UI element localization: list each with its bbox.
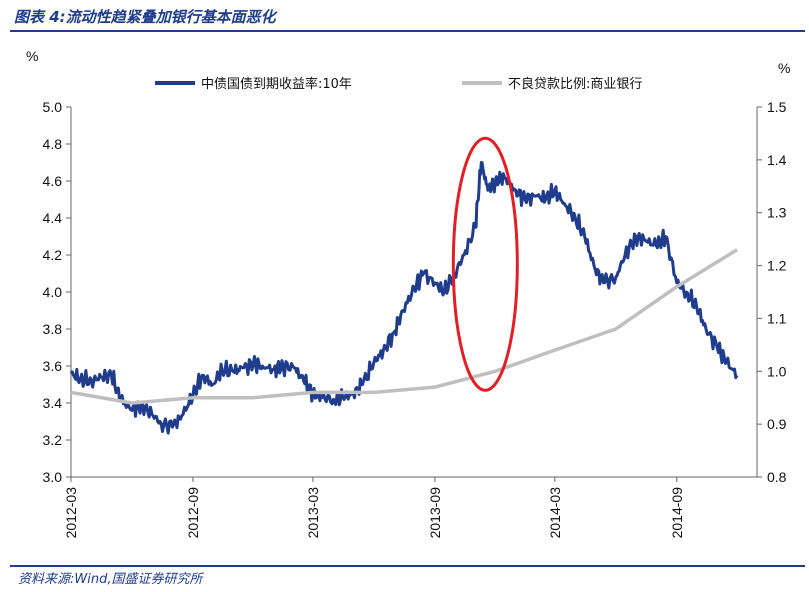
left-tick-label: 5.0 bbox=[43, 99, 63, 115]
left-tick-label: 4.4 bbox=[43, 210, 63, 226]
source-rule bbox=[10, 565, 805, 567]
right-tick-label: 0.8 bbox=[767, 469, 787, 485]
left-tick-label: 3.0 bbox=[43, 469, 63, 485]
left-tick-label: 4.0 bbox=[43, 284, 63, 300]
figure-title: 图表 4:流动性趋紧叠加银行基本面恶化 bbox=[14, 8, 276, 26]
left-tick-label: 4.6 bbox=[43, 173, 63, 189]
axes bbox=[66, 106, 762, 482]
npl-ratio-line bbox=[70, 248, 739, 405]
right-tick-label: 0.9 bbox=[767, 416, 787, 432]
x-tick-label: 2012-03 bbox=[63, 487, 79, 539]
right-tick-label: 1.4 bbox=[767, 152, 787, 168]
right-tick-label: 1.5 bbox=[767, 99, 787, 115]
x-tick-label: 2012-09 bbox=[185, 487, 201, 539]
yield-line bbox=[69, 161, 739, 435]
right-tick-label: 1.3 bbox=[767, 205, 787, 221]
left-tick-label: 3.6 bbox=[43, 358, 63, 374]
legend-label-npl: 不良贷款比例:商业银行 bbox=[508, 76, 642, 92]
annotations bbox=[451, 136, 519, 392]
x-tick-label: 2013-09 bbox=[427, 487, 443, 539]
highlight-ellipse bbox=[451, 136, 519, 392]
source-note: 资料来源:Wind,国盛证券研究所 bbox=[18, 572, 203, 587]
left-tick-label: 4.2 bbox=[43, 247, 63, 263]
right-axis-unit: % bbox=[778, 60, 790, 76]
legend-label-yield: 中债国债到期收益率:10年 bbox=[201, 76, 352, 92]
left-tick-label: 3.2 bbox=[43, 432, 63, 448]
x-tick-label: 2014-09 bbox=[669, 487, 685, 539]
left-axis-unit: % bbox=[26, 48, 38, 64]
right-tick-label: 1.2 bbox=[767, 258, 787, 274]
tick-labels: %% 5.0 4.8 4.6 4.4 4.2 4.0 3.8 3.6 3.4 3.2 3.0 1.5 1.… bbox=[26, 48, 790, 538]
left-tick-label: 4.8 bbox=[43, 136, 63, 152]
legend: 中债国债到期收益率:10年 不良贷款比例:商业银行 bbox=[155, 76, 642, 92]
title-rule bbox=[10, 30, 805, 32]
left-tick-label: 3.4 bbox=[43, 395, 63, 411]
right-tick-label: 1.1 bbox=[767, 310, 787, 326]
x-tick-label: 2014-03 bbox=[547, 487, 563, 539]
x-tick-label: 2013-03 bbox=[305, 487, 321, 539]
left-tick-label: 3.8 bbox=[43, 321, 63, 337]
right-tick-label: 1.0 bbox=[767, 363, 787, 379]
series-lines bbox=[69, 161, 739, 435]
